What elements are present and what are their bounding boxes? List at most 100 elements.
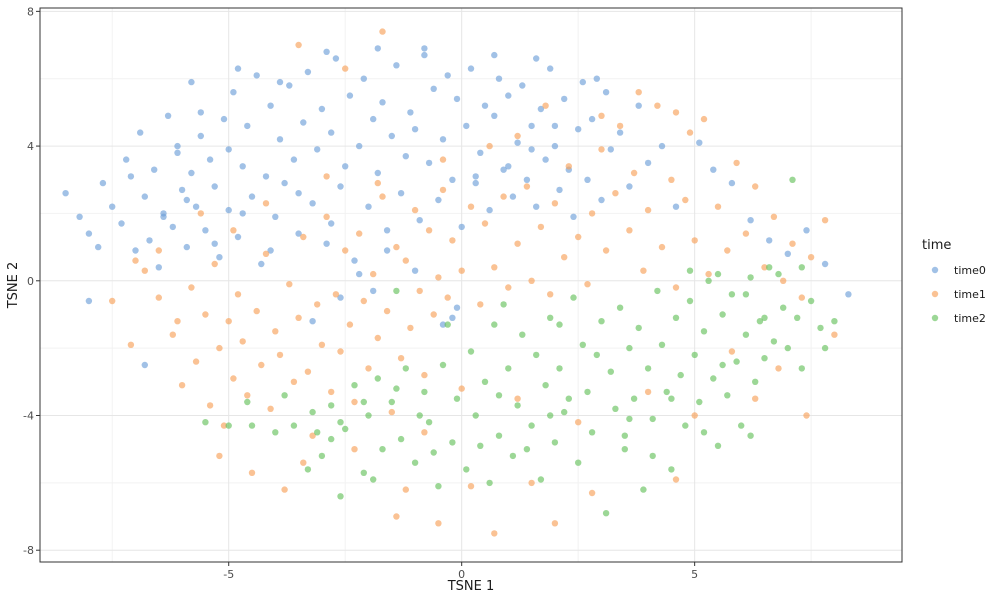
scatter-point [533, 55, 540, 62]
scatter-point [686, 297, 694, 305]
scatter-point [374, 169, 381, 177]
scatter-point [495, 75, 503, 82]
scatter-point [658, 142, 666, 150]
scatter-point [742, 230, 750, 237]
scatter-point [724, 247, 731, 254]
scatter-point [230, 227, 237, 234]
scatter-point [258, 260, 265, 268]
scatter-point [244, 392, 251, 399]
scatter-point [127, 173, 135, 180]
scatter-point [192, 358, 200, 365]
scatter-point [542, 382, 549, 389]
scatter-point [467, 483, 475, 490]
scatter-point [393, 385, 400, 392]
scatter-point [635, 89, 642, 96]
scatter-point [481, 220, 489, 227]
scatter-point [491, 530, 498, 537]
scatter-point [360, 469, 367, 476]
scatter-point [561, 408, 568, 416]
scatter-point [775, 365, 782, 372]
scatter-point [640, 486, 647, 493]
scatter-point [803, 412, 810, 419]
scatter-point [374, 375, 381, 382]
scatter-point [714, 442, 722, 449]
scatter-point [831, 318, 838, 325]
scatter-point [244, 122, 251, 130]
scatter-point [99, 179, 107, 187]
legend-label-time2: time2 [954, 312, 986, 325]
scatter-point [300, 233, 307, 241]
scatter-point [137, 129, 144, 136]
scatter-point [556, 186, 563, 194]
scatter-point [672, 314, 680, 321]
scatter-point [616, 304, 624, 311]
scatter-point [318, 105, 326, 113]
scatter-point [267, 102, 274, 109]
scatter-point [505, 163, 512, 170]
scatter-point [183, 243, 190, 251]
scatter-point [337, 183, 344, 190]
scatter-point [397, 435, 405, 443]
scatter-point [528, 479, 535, 487]
scatter-point [239, 163, 246, 170]
scatter-point [360, 75, 367, 82]
scatter-point [234, 65, 242, 72]
scatter-point [481, 102, 489, 109]
scatter-point [188, 78, 195, 86]
scatter-point [314, 146, 321, 153]
scatter-point [370, 287, 377, 295]
scatter-point [672, 476, 680, 483]
scatter-point [761, 355, 768, 362]
scatter-point [547, 412, 554, 419]
scatter-point [118, 220, 125, 227]
scatter-point [328, 129, 335, 136]
scatter-point [342, 247, 349, 254]
scatter-point [318, 452, 326, 460]
scatter-point [663, 388, 670, 396]
scatter-point [561, 95, 568, 103]
scatter-point [449, 176, 456, 183]
scatter-point [691, 412, 698, 419]
scatter-point [244, 398, 251, 406]
scatter-point [360, 297, 367, 305]
x-axis-title: TSNE 1 [447, 579, 495, 594]
scatter-point [337, 419, 344, 426]
scatter-point [752, 395, 759, 402]
scatter-point [766, 264, 773, 271]
scatter-point [528, 122, 535, 130]
scatter-point [682, 422, 689, 429]
scatter-point [752, 183, 759, 190]
scatter-point [528, 146, 535, 153]
scatter-point [253, 307, 260, 315]
scatter-point [216, 452, 223, 460]
scatter-point [323, 173, 330, 180]
scatter-point [309, 432, 316, 439]
scatter-point [430, 311, 437, 318]
scatter-point [374, 334, 381, 342]
scatter-point [421, 45, 428, 52]
series-time0 [62, 45, 852, 369]
scatter-point [547, 291, 554, 298]
scatter-point [169, 331, 176, 338]
scatter-point [109, 203, 116, 210]
scatter-point [220, 422, 228, 429]
scatter-point [155, 294, 162, 301]
scatter-point [239, 210, 246, 217]
scatter-point [551, 122, 559, 130]
scatter-point [323, 240, 330, 247]
scatter-point [295, 314, 302, 321]
scatter-point [365, 412, 372, 419]
y-tick-label: 8 [27, 5, 34, 18]
scatter-point [174, 149, 181, 156]
scatter-point [644, 159, 652, 167]
scatter-point [188, 284, 195, 291]
scatter-point [374, 45, 381, 52]
scatter-point [551, 142, 559, 150]
scatter-point [411, 126, 419, 133]
scatter-point [411, 267, 419, 274]
scatter-point [514, 240, 521, 247]
scatter-point [500, 193, 507, 200]
scatter-point [766, 237, 773, 244]
scatter-point [635, 324, 642, 332]
scatter-point [314, 301, 321, 308]
